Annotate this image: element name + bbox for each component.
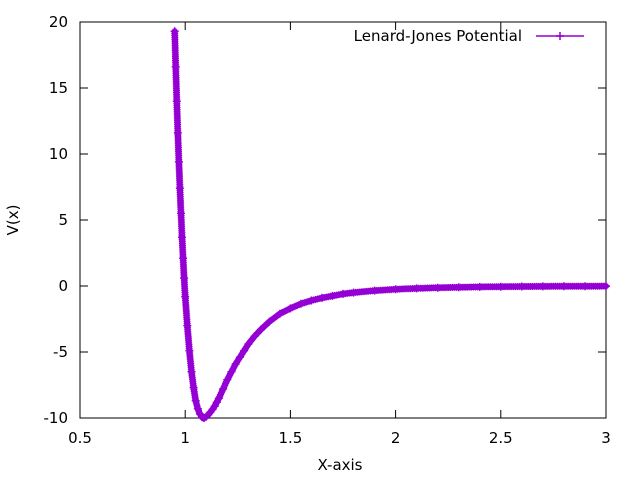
x-tick-label: 2.5 <box>489 429 513 447</box>
data-point <box>265 317 274 326</box>
data-point <box>244 340 253 349</box>
data-point <box>171 62 180 71</box>
data-point <box>602 282 610 291</box>
data-point <box>191 396 200 405</box>
data-point <box>240 346 249 355</box>
data-point <box>189 383 198 392</box>
data-point <box>433 283 442 292</box>
data-point <box>183 321 192 330</box>
y-tick-label: 0 <box>58 277 68 295</box>
y-tick-label: -10 <box>44 409 69 427</box>
x-tick-label: 0.5 <box>68 429 92 447</box>
data-point <box>173 128 182 137</box>
data-point <box>475 282 484 291</box>
y-tick-label: 10 <box>49 145 68 163</box>
data-point <box>214 394 223 403</box>
data-point <box>328 291 337 300</box>
data-point <box>517 282 526 291</box>
data-point <box>187 367 196 376</box>
data-point <box>181 292 190 301</box>
y-tick-label: 20 <box>49 13 68 31</box>
data-point <box>296 299 305 308</box>
data-point <box>412 284 421 293</box>
data-point <box>180 274 189 283</box>
data-point <box>175 184 184 193</box>
y-tick-label: -5 <box>53 343 68 361</box>
data-point <box>177 209 185 218</box>
data-point <box>496 282 505 291</box>
data-point <box>559 282 568 291</box>
x-tick-label: 2 <box>391 429 401 447</box>
data-point <box>223 375 232 384</box>
data-point <box>178 233 186 242</box>
data-point <box>219 385 228 393</box>
data-point <box>256 325 265 334</box>
x-tick-label: 3 <box>601 429 611 447</box>
data-point <box>185 346 194 355</box>
data-point <box>349 288 358 297</box>
series-lenard-jones <box>170 27 610 422</box>
data-point <box>170 27 179 36</box>
y-tick-label: 5 <box>58 211 68 229</box>
data-point <box>391 285 400 294</box>
data-point <box>235 353 244 362</box>
data-point <box>370 286 379 295</box>
data-point <box>339 289 347 298</box>
y-tick-label: 15 <box>49 79 68 97</box>
data-point <box>538 282 547 291</box>
data-point <box>250 332 259 341</box>
legend-label: Lenard-Jones Potential <box>354 27 522 45</box>
x-tick-label: 1.5 <box>278 429 302 447</box>
data-point <box>307 296 316 305</box>
legend-marker <box>556 32 564 40</box>
data-point <box>318 293 326 302</box>
data-point <box>172 97 181 106</box>
data-point <box>275 309 284 318</box>
y-axis-label: V(x) <box>4 205 22 236</box>
legend: Lenard-Jones Potential <box>354 27 584 45</box>
data-point <box>286 304 295 313</box>
x-tick-label: 1 <box>180 429 190 447</box>
data-point <box>179 254 188 263</box>
x-axis-label: X-axis <box>318 456 363 474</box>
data-point <box>174 157 183 166</box>
data-point <box>231 359 240 368</box>
data-point <box>454 283 463 292</box>
data-point <box>581 282 589 291</box>
data-point <box>193 404 202 413</box>
data-point <box>227 367 236 376</box>
